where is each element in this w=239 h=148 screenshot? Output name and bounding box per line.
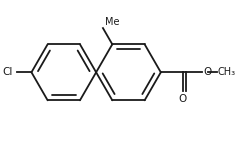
Text: O: O: [179, 94, 187, 104]
Text: O: O: [203, 67, 212, 77]
Text: CH₃: CH₃: [218, 67, 236, 77]
Text: Cl: Cl: [2, 67, 13, 77]
Text: Me: Me: [105, 17, 119, 27]
